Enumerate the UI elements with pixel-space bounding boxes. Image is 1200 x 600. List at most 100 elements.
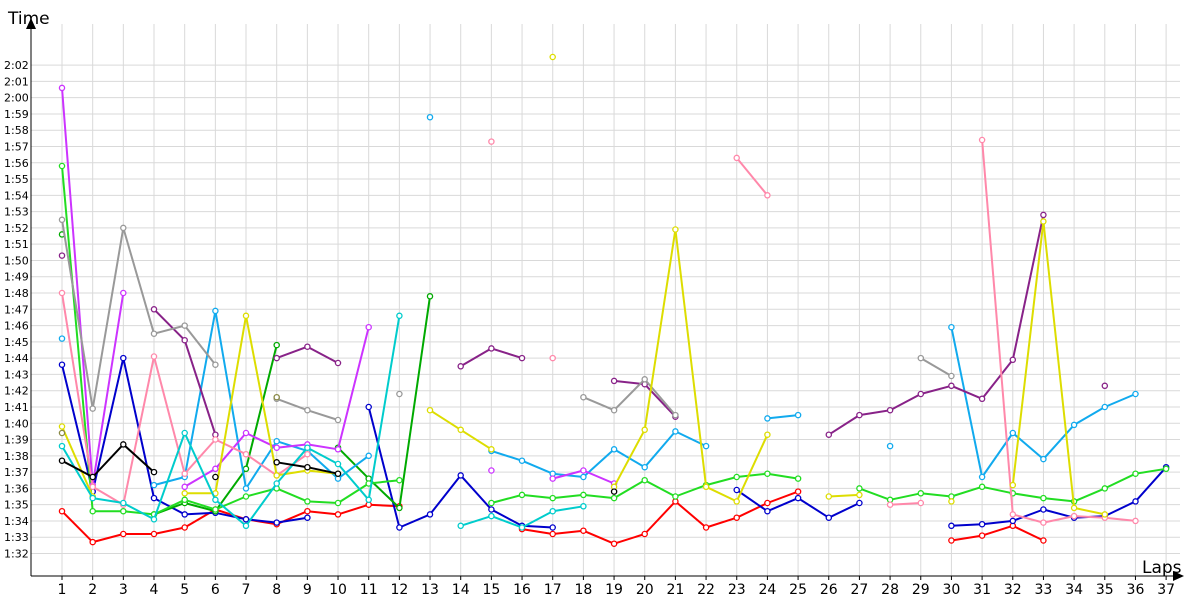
x-tick-label: 21 bbox=[666, 582, 684, 598]
data-point bbox=[886, 406, 894, 414]
data-point bbox=[733, 514, 740, 521]
data-point bbox=[181, 524, 188, 531]
data-point bbox=[549, 354, 556, 362]
data-point bbox=[89, 538, 96, 546]
data-point bbox=[1009, 511, 1017, 518]
data-point bbox=[488, 138, 495, 145]
series-8 bbox=[58, 216, 955, 424]
data-point bbox=[181, 322, 188, 329]
series-line bbox=[61, 315, 401, 527]
x-tick-label: 29 bbox=[912, 582, 930, 598]
ticks: 1:32 1:33 1:34 1:35 1:36 1:37 1:38 1:39 1:40 1:41… bbox=[4, 59, 1175, 598]
data-point bbox=[426, 113, 434, 121]
data-point bbox=[794, 488, 802, 495]
series-line bbox=[890, 502, 921, 506]
x-tick-label: 27 bbox=[851, 582, 869, 598]
data-point bbox=[365, 452, 372, 460]
data-point bbox=[825, 493, 833, 500]
data-point bbox=[856, 485, 863, 492]
y-tick-label: 1:49 bbox=[4, 271, 29, 284]
y-axis-title: Time bbox=[7, 9, 50, 29]
data-point bbox=[212, 473, 219, 481]
data-point bbox=[58, 429, 66, 437]
data-point bbox=[794, 411, 802, 419]
data-point bbox=[1009, 429, 1017, 437]
data-point bbox=[396, 312, 403, 320]
data-point bbox=[58, 423, 66, 430]
data-point bbox=[549, 524, 556, 531]
y-axis-arrow bbox=[26, 18, 36, 29]
data-point bbox=[518, 354, 526, 362]
data-point bbox=[304, 444, 311, 451]
x-axis-arrow bbox=[1173, 571, 1184, 581]
series-12 bbox=[58, 441, 618, 495]
data-point bbox=[242, 465, 250, 473]
data-point bbox=[764, 415, 771, 422]
data-point bbox=[242, 522, 250, 530]
x-tick-label: 13 bbox=[421, 582, 439, 598]
y-tick-label: 1:45 bbox=[4, 336, 29, 349]
data-point bbox=[150, 481, 158, 489]
series-11 bbox=[58, 312, 587, 531]
data-point bbox=[212, 361, 219, 368]
y-tick-label: 1:38 bbox=[4, 450, 29, 463]
data-point bbox=[120, 289, 127, 297]
data-point bbox=[580, 527, 587, 534]
data-point bbox=[764, 192, 771, 199]
x-tick-label: 7 bbox=[242, 582, 251, 598]
y-tick-label: 1:33 bbox=[4, 531, 29, 544]
data-point bbox=[917, 499, 925, 507]
data-point bbox=[396, 476, 403, 484]
data-point bbox=[426, 293, 434, 300]
data-point bbox=[794, 494, 802, 502]
y-tick-label: 1:58 bbox=[4, 124, 29, 137]
data-point bbox=[1101, 403, 1109, 411]
data-point bbox=[672, 428, 679, 435]
data-point bbox=[978, 136, 986, 144]
data-point bbox=[273, 519, 280, 526]
x-tick-label: 9 bbox=[303, 582, 312, 598]
data-point bbox=[1132, 498, 1139, 505]
data-point bbox=[917, 490, 925, 497]
data-point bbox=[181, 496, 188, 504]
axes: Time Laps bbox=[7, 9, 1184, 581]
series-line bbox=[61, 219, 217, 410]
data-point bbox=[610, 488, 618, 495]
data-point bbox=[304, 498, 311, 505]
data-point bbox=[457, 363, 464, 370]
x-tick-label: 25 bbox=[789, 582, 807, 598]
data-point bbox=[426, 406, 434, 414]
data-point bbox=[58, 289, 66, 297]
data-point bbox=[58, 507, 66, 515]
data-point bbox=[518, 524, 526, 531]
data-point bbox=[1040, 506, 1047, 513]
data-point bbox=[457, 426, 464, 434]
data-point bbox=[181, 490, 188, 497]
y-tick-label: 1:59 bbox=[4, 108, 29, 121]
y-tick-label: 1:48 bbox=[4, 287, 29, 300]
data-point bbox=[457, 472, 464, 479]
data-point bbox=[181, 429, 188, 437]
data-point bbox=[1040, 211, 1047, 219]
data-point bbox=[580, 473, 587, 481]
data-point bbox=[242, 516, 250, 523]
data-point bbox=[58, 252, 66, 259]
data-point bbox=[365, 496, 372, 504]
y-tick-label: 1:54 bbox=[4, 189, 29, 202]
series-line bbox=[951, 466, 1167, 527]
data-point bbox=[886, 442, 894, 450]
data-point bbox=[488, 499, 495, 507]
data-point bbox=[273, 444, 280, 451]
data-point bbox=[181, 511, 188, 518]
x-tick-label: 12 bbox=[390, 582, 408, 598]
x-tick-label: 1 bbox=[58, 582, 67, 598]
data-point bbox=[978, 483, 986, 491]
x-tick-label: 2 bbox=[88, 582, 97, 598]
data-point bbox=[518, 457, 526, 464]
data-point bbox=[1070, 504, 1078, 512]
data-point bbox=[978, 395, 986, 403]
data-point bbox=[89, 507, 96, 515]
data-point bbox=[702, 524, 710, 531]
x-tick-label: 10 bbox=[329, 582, 347, 598]
data-point bbox=[89, 473, 96, 481]
